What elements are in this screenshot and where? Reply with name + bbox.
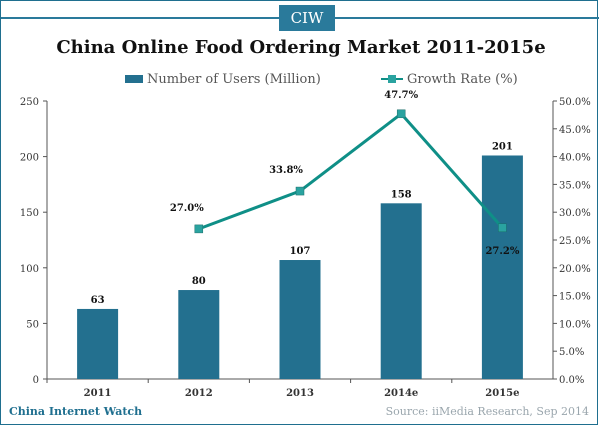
y-right-tick-label: 5.0% [559,347,584,358]
y-right-tick-label: 15.0% [559,292,591,303]
y-left-tick-label: 50 [26,319,39,330]
y-right-tick-label: 35.0% [559,180,591,191]
x-tick-label: 2013 [286,388,314,399]
chart-title: China Online Food Ordering Market 2011-2… [56,37,546,58]
ciw-logo: CIW [279,5,335,31]
y-right-tick-label: 20.0% [559,264,591,275]
x-tick-label: 2012 [185,388,213,399]
y-right-tick-label: 30.0% [559,208,591,219]
bar-value-label: 80 [192,276,206,287]
y-right-tick-label: 50.0% [559,97,591,108]
y-left-tick-label: 150 [20,208,39,219]
bar [481,155,523,379]
legend-label-users: Number of Users (Million) [147,72,321,87]
growth-line [198,111,504,231]
bar [77,308,119,379]
x-tick-label: 2015e [485,388,519,399]
bar [279,260,321,379]
legend-marker-growth [388,75,396,83]
bar-value-label: 201 [492,141,513,152]
growth-marker [295,186,305,196]
growth-value-label: 27.0% [170,203,204,214]
x-tick-label: 2011 [84,388,112,399]
bar-value-label: 158 [391,189,412,200]
bar [178,290,220,379]
growth-marker [498,223,507,233]
growth-value-label: 33.8% [269,165,303,176]
legend-label-growth: Growth Rate (%) [407,72,518,87]
bar [380,203,422,379]
growth-value-label: 47.7% [384,90,418,101]
y-left-tick-label: 200 [20,153,39,164]
growth-value-label: 27.2% [485,246,519,257]
bar-value-label: 63 [91,295,105,306]
y-right-tick-label: 45.0% [559,125,591,136]
source-note: Source: iiMedia Research, Sep 2014 [385,405,589,418]
y-right-tick-label: 10.0% [559,319,591,330]
bar-value-label: 107 [290,246,311,257]
y-left-tick-label: 100 [20,264,39,275]
y-right-tick-label: 0.0% [559,375,584,386]
growth-marker [396,109,406,119]
y-right-tick-label: 25.0% [559,236,591,247]
growth-marker [194,224,204,234]
x-tick-label: 2014e [384,388,418,399]
y-left-tick-label: 0 [33,375,39,386]
y-left-tick-label: 250 [20,97,39,108]
footer-brand: China Internet Watch [9,405,143,418]
legend-swatch-users [125,75,143,83]
y-right-tick-label: 40.0% [559,153,591,164]
